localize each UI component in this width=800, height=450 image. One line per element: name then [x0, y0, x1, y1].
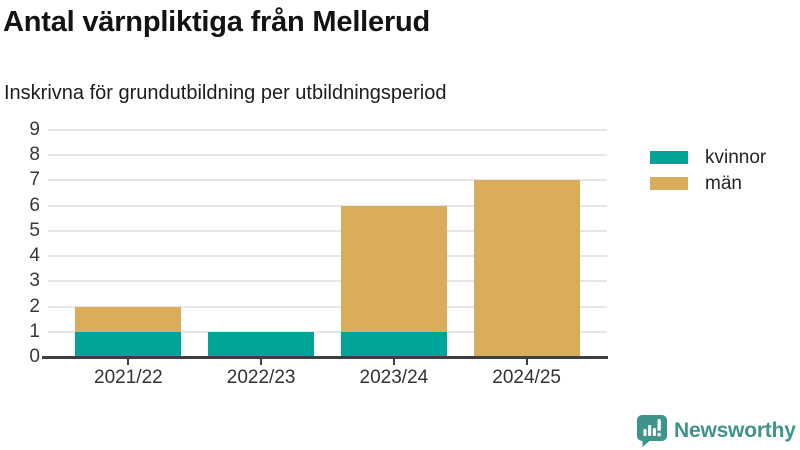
gridline — [48, 129, 607, 131]
brand-name: Newsworthy — [674, 419, 796, 442]
y-tick-label: 7 — [29, 169, 40, 191]
chart-subtitle: Inskrivna för grundutbildning per utbild… — [4, 82, 447, 104]
y-tick-label: 5 — [29, 219, 40, 241]
bar-segment-kvinnor — [208, 331, 315, 357]
y-tick-label: 2 — [29, 295, 40, 317]
newsworthy-logo-icon — [637, 415, 667, 447]
gridline — [48, 179, 607, 182]
y-tick-label: 9 — [29, 119, 40, 140]
gridline — [48, 280, 607, 283]
y-axis-labels: 0 1 2 3 4 5 6 7 8 9 — [0, 119, 40, 367]
brand-footer: Newsworthy — [636, 413, 800, 449]
legend-label: män — [705, 173, 742, 194]
legend-item-kvinnor: kvinnor — [650, 147, 767, 168]
x-tick-mark — [525, 359, 528, 365]
bar-segment-kvinnor — [75, 331, 182, 357]
x-axis-labels: 2021/22 2022/23 2023/24 2024/25 — [48, 366, 607, 390]
x-tick-mark — [392, 359, 395, 365]
x-tick-label: 2021/22 — [94, 367, 163, 388]
plot-area — [48, 129, 607, 357]
x-tick-label: 2023/24 — [359, 367, 429, 388]
y-tick-label: 3 — [29, 270, 40, 292]
x-tick-mark — [127, 359, 130, 365]
gridline — [48, 229, 607, 232]
legend-swatch — [650, 151, 688, 164]
x-axis-ticks — [48, 359, 607, 366]
bar-segment-män — [75, 306, 182, 332]
bar-segment-män — [340, 205, 447, 332]
gridline — [48, 204, 607, 207]
bar-segment-kvinnor — [340, 331, 447, 357]
x-tick-mark — [260, 359, 263, 365]
y-tick-label: 0 — [29, 346, 40, 367]
x-tick-label: 2024/25 — [492, 367, 561, 388]
gridline — [48, 255, 607, 258]
gridline — [48, 154, 607, 157]
y-tick-label: 1 — [29, 320, 40, 342]
y-tick-label: 8 — [29, 144, 40, 166]
gridline — [48, 330, 607, 333]
x-tick-label: 2022/23 — [226, 367, 296, 388]
legend: kvinnor män — [650, 147, 767, 203]
x-axis-line — [42, 356, 608, 359]
gridline — [48, 305, 607, 308]
y-tick-label: 6 — [29, 194, 40, 216]
legend-swatch — [650, 177, 688, 190]
chart-title: Antal värnpliktiga från Mellerud — [3, 6, 431, 38]
legend-label: kvinnor — [705, 147, 767, 168]
bar-segment-män — [473, 180, 580, 357]
legend-item-män: män — [650, 173, 766, 194]
y-tick-label: 4 — [29, 245, 40, 267]
